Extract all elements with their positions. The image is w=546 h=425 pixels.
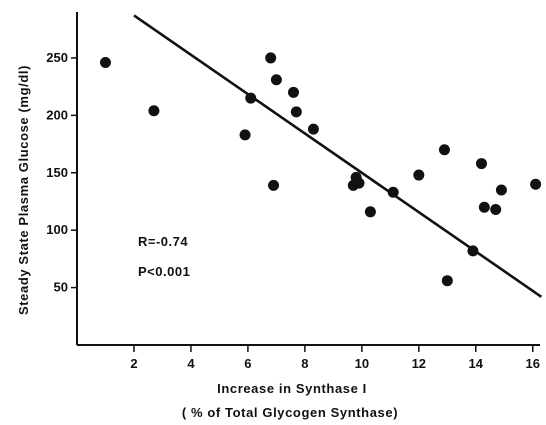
data-point	[287, 86, 299, 98]
x-tick-label: 2	[130, 356, 137, 371]
data-point	[353, 177, 365, 189]
y-tick-label: 200	[46, 107, 68, 122]
data-point	[413, 169, 425, 181]
data-point	[268, 179, 280, 191]
y-tick-label: 100	[46, 222, 68, 237]
data-point	[530, 178, 542, 190]
data-point	[270, 74, 282, 86]
data-point	[467, 245, 479, 257]
data-point	[438, 144, 450, 156]
x-tick-label: 12	[412, 356, 426, 371]
regression-line	[133, 14, 543, 298]
x-axis-title: Increase in Synthase I	[217, 381, 367, 396]
p-value-annotation: P<0.001	[138, 264, 190, 279]
regression-group	[133, 14, 543, 298]
x-tick-label: 10	[355, 356, 369, 371]
x-tick-label: 14	[469, 356, 484, 371]
data-point	[478, 201, 490, 213]
y-tick-label: 50	[54, 280, 68, 295]
data-point	[265, 52, 277, 64]
data-point	[239, 129, 251, 141]
data-point	[307, 123, 319, 135]
data-point	[290, 106, 302, 118]
data-point	[148, 105, 160, 117]
y-tick-label: 250	[46, 50, 68, 65]
data-point	[475, 158, 487, 170]
data-point	[490, 204, 502, 216]
x-tick-label: 8	[301, 356, 308, 371]
y-axis-title: Steady State Plasma Glucose (mg/dl)	[16, 65, 31, 315]
ticks: 2 4 6 8 10 12 14 16 50 100 150 200 250	[46, 50, 540, 371]
x-tick-label: 16	[526, 356, 540, 371]
data-point	[364, 206, 376, 218]
axes	[76, 12, 540, 346]
data-point	[441, 275, 453, 287]
y-tick-label: 150	[46, 165, 68, 180]
x-tick-label: 6	[244, 356, 251, 371]
correlation-annotation: R=-0.74	[138, 234, 188, 249]
data-point	[245, 92, 257, 104]
data-point	[387, 186, 399, 198]
data-point	[495, 184, 507, 196]
data-point	[99, 57, 111, 69]
x-axis-subtitle: ( % of Total Glycogen Synthase)	[182, 405, 398, 420]
x-tick-label: 4	[187, 356, 195, 371]
data-points	[99, 52, 542, 287]
